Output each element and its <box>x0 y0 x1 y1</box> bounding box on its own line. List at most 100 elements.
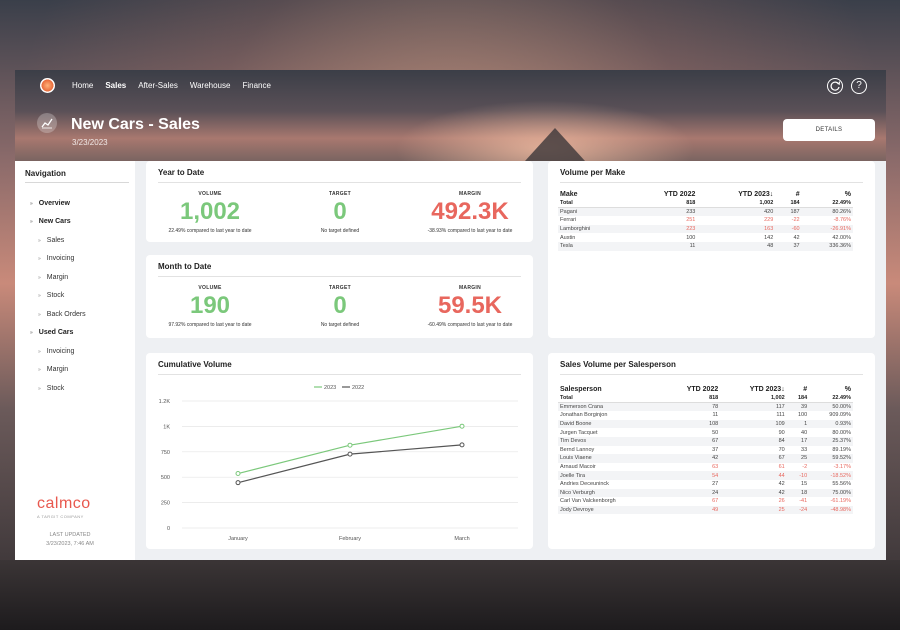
table-row[interactable]: Pagani 233 420 187 80.26% <box>558 207 853 217</box>
sidebar-item-stock[interactable]: » Stock <box>38 292 64 299</box>
app-logo-icon[interactable] <box>40 78 55 93</box>
nav-home[interactable]: Home <box>72 81 94 90</box>
table-cell: 48 <box>697 241 776 251</box>
ytd-margin-value: 492.3K <box>431 198 509 225</box>
chevron-right-icon: » <box>30 218 33 225</box>
sidebar-item-invoicing[interactable]: » Invoicing <box>38 255 74 262</box>
table-cell: 70 <box>778 446 785 453</box>
table-cell: 67 <box>720 454 787 463</box>
column-header[interactable]: % <box>844 386 851 393</box>
table-cell: 15 <box>801 481 808 488</box>
series-line-2023 <box>237 425 463 475</box>
table-row[interactable]: Jonathan Borginjon 11 111 100 909.09% <box>558 411 853 420</box>
make-title: Volume per Make <box>560 168 626 177</box>
sidebar-item-margin[interactable]: » Margin <box>38 366 68 373</box>
y-tick-label: 1.2K <box>159 399 171 405</box>
table-cell: 187 <box>775 207 802 217</box>
table-row[interactable]: Carl Van Valckenborgh 67 26 -41 -61.19% <box>558 497 853 506</box>
mtd-title: Month to Date <box>158 262 212 271</box>
mtd-target-value: 0 <box>333 292 347 319</box>
column-header[interactable]: YTD 2023↓ <box>738 191 774 198</box>
salesperson-table: Salesperson YTD 2022 YTD 2023↓ #% Total 818 1,… <box>558 386 853 515</box>
chevron-right-icon: » <box>38 237 41 244</box>
sidebar-item-label: Invoicing <box>46 255 75 262</box>
table-row[interactable]: Emmerson Crana 78 117 39 50.00% <box>558 402 853 412</box>
sidebar-item-back-orders[interactable]: » Back Orders <box>38 311 86 318</box>
details-button[interactable]: DETAILS <box>783 119 875 141</box>
x-tick-label: March <box>454 536 469 542</box>
table-cell: 184 <box>786 394 810 404</box>
table-cell: 109 <box>720 419 787 429</box>
mtd-card: Month to Date VOLUME 190 97.92% compared… <box>146 255 533 338</box>
sidebar-item-invoicing[interactable]: » Invoicing <box>38 348 74 355</box>
data-point <box>459 442 465 448</box>
nav-warehouse[interactable]: Warehouse <box>189 81 231 90</box>
table-row[interactable]: Nico Verburgh 24 42 18 75.00% <box>558 488 853 498</box>
table-row[interactable]: Louis Viaene 42 67 25 59.52% <box>558 454 853 463</box>
column-header[interactable]: # <box>795 191 800 198</box>
table-row[interactable]: Austin 100 142 42 42.00% <box>558 233 853 242</box>
table-cell: 108 <box>659 419 721 429</box>
table-cell: 25 <box>720 505 787 515</box>
column-header[interactable]: % <box>844 191 851 198</box>
table-cell: Jody Devroye <box>558 505 660 515</box>
table-cell: 42 <box>720 488 787 498</box>
nav-sales[interactable]: Sales <box>105 81 127 90</box>
sidebar-item-stock[interactable]: » Stock <box>38 385 64 392</box>
table-row[interactable]: Andries Deceuninck 27 42 15 55.56% <box>558 480 853 489</box>
sidebar-item-label: Stock <box>46 292 65 299</box>
table-cell: 223 <box>626 224 698 234</box>
table-cell: 33 <box>801 446 808 453</box>
column-header[interactable]: Make <box>560 191 578 198</box>
table-cell: Jonathan Borginjon <box>560 412 608 419</box>
cumulative-volume-chart: 0 250 500 750 1K 1.2K January February March 2023… <box>159 385 518 542</box>
column-header[interactable]: Salesperson <box>560 386 602 393</box>
table-cell: 233 <box>626 207 698 217</box>
column-header[interactable]: # <box>803 386 808 393</box>
ytd-title: Year to Date <box>158 168 205 177</box>
legend-entry: 2022 <box>352 385 364 391</box>
road-illustration <box>525 128 585 161</box>
table-cell: -26.91% <box>801 224 853 234</box>
table-row[interactable]: Lamborghini 223 163 -60 -26.91% <box>558 224 853 234</box>
refresh-icon[interactable] <box>827 78 843 94</box>
table-row[interactable]: David Boone 108 109 1 0.93% <box>558 419 853 429</box>
navigation-sidebar: Navigation » Overview » New Cars » Sales » Invo… <box>15 161 135 560</box>
sidebar-item-sales[interactable]: » Sales <box>38 237 64 244</box>
table-row[interactable]: Joelle Tira 54 44 -10 -18.52% <box>558 471 853 480</box>
sidebar-item-used-cars[interactable]: » Used Cars <box>30 329 73 336</box>
chevron-right-icon: » <box>38 274 41 281</box>
legend-entry: 2023 <box>324 385 336 391</box>
table-row[interactable]: Jody Devroye 49 25 -24 -48.98% <box>558 505 853 515</box>
column-header[interactable]: YTD 2022 <box>663 191 696 198</box>
table-cell: 27 <box>712 481 719 488</box>
brand-subtitle: A TARGIT COMPANY <box>37 514 84 519</box>
sidebar-item-margin[interactable]: » Margin <box>38 274 68 281</box>
table-cell: Total <box>558 199 627 209</box>
sidebar-item-label: Used Cars <box>38 329 74 336</box>
table-row[interactable]: Bernd Lannoy 37 70 33 89.19% <box>558 446 853 455</box>
header-banner: Home Sales After-Sales Warehouse Finance ? N… <box>15 70 886 161</box>
table-cell: 67 <box>712 498 719 505</box>
table-row[interactable]: Tim Devos 67 84 17 25.37% <box>558 436 853 446</box>
nav-after-sales[interactable]: After-Sales <box>138 81 178 90</box>
table-row[interactable]: Jurgen Tacquet 50 90 40 80.00% <box>558 428 853 437</box>
help-icon[interactable]: ? <box>851 78 867 94</box>
cumulative-title: Cumulative Volume <box>158 360 232 369</box>
sidebar-item-new-cars[interactable]: » New Cars <box>30 218 71 225</box>
table-row[interactable]: Ferrari 251 229 -22 -8.76% <box>558 216 853 225</box>
table-cell: -24 <box>786 505 810 515</box>
column-header[interactable]: YTD 2022 <box>686 386 719 393</box>
column-header[interactable]: YTD 2023↓ <box>749 386 785 393</box>
table-cell: 49 <box>659 505 721 515</box>
table-row[interactable]: Tesla 11 48 37 336.36% <box>558 241 853 251</box>
table-cell: Lamborghini <box>558 224 627 234</box>
nav-finance[interactable]: Finance <box>242 81 271 90</box>
sidebar-item-overview[interactable]: » Overview <box>30 200 70 207</box>
table-cell: 117 <box>720 402 787 412</box>
table-row[interactable]: Arnaud Macoir 63 61 -2 -3.17% <box>558 463 853 472</box>
table-cell: 100 <box>686 234 696 241</box>
table-cell: 59.52% <box>809 454 853 463</box>
table-cell: 163 <box>697 224 776 234</box>
data-point <box>235 471 241 477</box>
